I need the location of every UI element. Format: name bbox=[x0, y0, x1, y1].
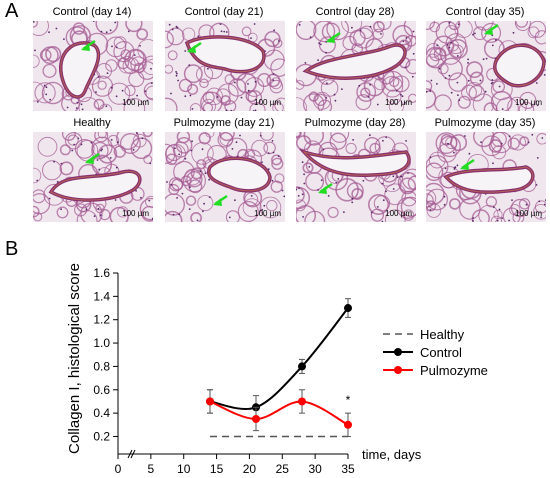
significance-annotation: * bbox=[346, 393, 351, 407]
scale-bar-label: 100 µm bbox=[515, 98, 542, 107]
y-tick-label: 0.8 bbox=[93, 359, 110, 373]
x-tick-label: 25 bbox=[276, 462, 290, 476]
y-tick-label: 1.4 bbox=[93, 289, 110, 303]
y-tick-label: 0.2 bbox=[93, 429, 110, 443]
y-tick-label: 1.2 bbox=[93, 313, 110, 327]
micrograph-title: Control (day 14) bbox=[52, 6, 132, 18]
green-arrow-icon bbox=[187, 41, 202, 53]
green-arrow-icon bbox=[326, 31, 341, 43]
green-arrow-icon bbox=[484, 23, 499, 35]
axis-break-mark bbox=[127, 449, 133, 459]
micrograph-title: Pulmozyme (day 35) bbox=[434, 117, 536, 129]
micrograph-title: Healthy bbox=[73, 117, 111, 129]
panel-label-a: A bbox=[5, 0, 19, 22]
x-axis-label: time, days bbox=[362, 447, 422, 462]
micrograph-pulmozyme-day35: 100 µm bbox=[426, 132, 546, 222]
y-axis-label: Collagen I, histological score bbox=[66, 263, 83, 454]
panel-label-b: B bbox=[5, 238, 19, 260]
x-tick-label: 0 bbox=[115, 462, 122, 476]
series-line-pulmozyme bbox=[209, 400, 349, 426]
green-arrow-icon bbox=[85, 152, 100, 164]
axis-break-mark bbox=[130, 449, 136, 459]
micrograph-control-day21: 100 µm bbox=[165, 21, 285, 111]
collagen-score-chart: 0.2 0.4 0.6 0.8 1.0 1.2 1.4 1.6 0 5 10 15 20 25 30 35 ti… bbox=[66, 263, 488, 476]
y-tick-label: 1.6 bbox=[93, 266, 110, 280]
x-tick-label: 30 bbox=[308, 462, 322, 476]
green-arrow-icon bbox=[81, 39, 96, 51]
scale-bar-label: 100 µm bbox=[254, 98, 281, 107]
x-tick-label: 10 bbox=[177, 462, 191, 476]
x-tick-label: 15 bbox=[210, 462, 224, 476]
data-point-control bbox=[298, 362, 306, 371]
data-point-pulmozyme bbox=[252, 414, 260, 423]
scale-bar-label: 100 µm bbox=[122, 98, 149, 107]
legend-marker-control bbox=[394, 348, 402, 356]
x-tick-label: 20 bbox=[243, 462, 257, 476]
micrograph-title: Control (day 28) bbox=[315, 6, 395, 18]
micrograph-control-day35: 100 µm bbox=[426, 21, 546, 111]
legend-label-pulmozyme: Pulmozyme bbox=[420, 363, 488, 378]
legend-marker-pulmozyme bbox=[394, 366, 402, 374]
legend-label-control: Control bbox=[420, 345, 462, 360]
green-arrow-icon bbox=[460, 158, 475, 170]
micrograph-title: Pulmozyme (day 21) bbox=[173, 117, 275, 129]
y-tick-label: 1.0 bbox=[93, 336, 110, 350]
y-tick-label: 0.4 bbox=[93, 406, 110, 420]
data-point-pulmozyme bbox=[206, 397, 214, 406]
scale-bar-label: 100 µm bbox=[122, 209, 149, 218]
micrograph-title: Control (day 21) bbox=[184, 6, 264, 18]
scale-bar-label: 100 µm bbox=[385, 98, 412, 107]
x-tick-label: 5 bbox=[148, 462, 155, 476]
micrograph-pulmozyme-day28: 100 µm bbox=[296, 132, 416, 222]
data-point-pulmozyme bbox=[298, 397, 306, 406]
scale-bar-label: 100 µm bbox=[254, 209, 281, 218]
legend-label-healthy: Healthy bbox=[420, 327, 465, 342]
micrograph-control-day28: 100 µm bbox=[296, 21, 416, 111]
green-arrow-icon bbox=[318, 182, 333, 194]
scale-bar-label: 100 µm bbox=[515, 209, 542, 218]
data-point-control bbox=[344, 304, 352, 313]
micrograph-pulmozyme-day21: 100 µm bbox=[165, 132, 285, 222]
micrograph-control-day14: 100 µm bbox=[33, 21, 153, 111]
micrograph-title: Control (day 35) bbox=[445, 6, 525, 18]
y-tick-label: 0.6 bbox=[93, 383, 110, 397]
series-line-control bbox=[209, 307, 349, 410]
micrograph-healthy: 100 µm bbox=[33, 132, 153, 222]
data-point-pulmozyme bbox=[344, 420, 352, 429]
x-tick-label: 35 bbox=[341, 462, 355, 476]
scale-bar-label: 100 µm bbox=[385, 209, 412, 218]
micrograph-title: Pulmozyme (day 28) bbox=[304, 117, 406, 129]
green-arrow-icon bbox=[213, 194, 228, 206]
